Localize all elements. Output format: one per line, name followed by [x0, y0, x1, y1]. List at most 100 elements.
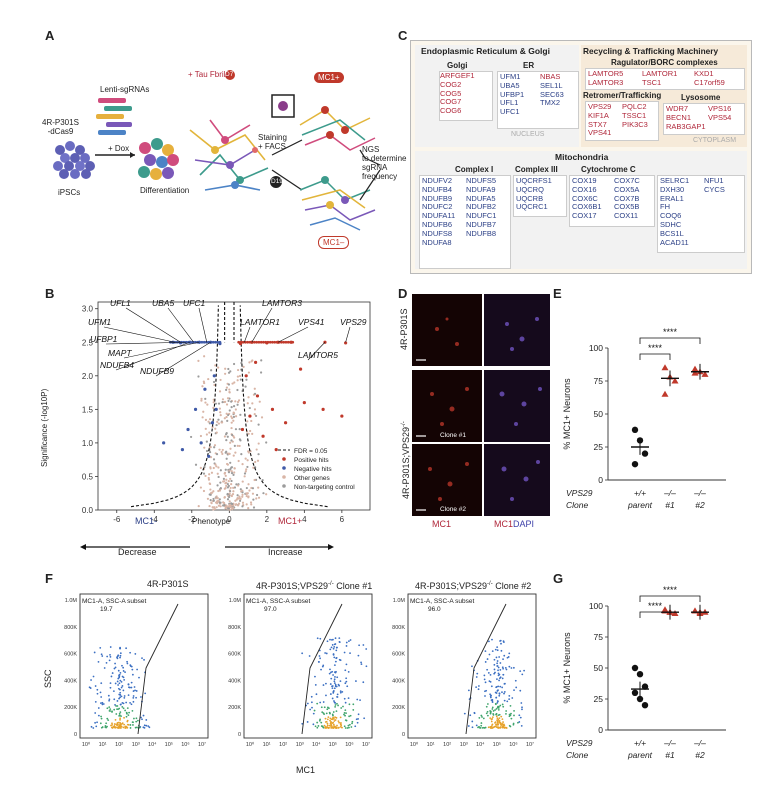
flow-event-point [332, 714, 334, 717]
positive-hit-point [240, 427, 245, 432]
other-gene-point [254, 460, 257, 464]
row-label-clone: Clone [566, 500, 588, 510]
mc1-channel-label: MC1 [432, 519, 452, 529]
neuron-network-illustration [189, 119, 269, 191]
flow-event-point [499, 704, 502, 707]
other-gene-point [257, 496, 261, 499]
flow-event-point [330, 677, 333, 680]
annotation-leader [345, 326, 351, 343]
panel-label-g: G [553, 571, 564, 586]
other-gene-point [232, 486, 235, 490]
other-gene-point [219, 413, 222, 417]
complex3-gene: UQCRFS1 [516, 176, 552, 185]
flow-event-point [349, 652, 351, 655]
y-tick-label: 100 [589, 343, 603, 353]
positive-hit-point [259, 340, 263, 344]
flow-event-point [148, 726, 151, 729]
flow-event-point [496, 721, 499, 724]
negative-hit-point [198, 340, 202, 344]
other-gene-point [205, 440, 208, 443]
other-gene-point [224, 482, 227, 485]
complex3-gene-box: UQCRFS1 UQCRQ UQCRB UQCRC1 [513, 175, 567, 217]
flow-event-point [322, 701, 325, 703]
other-gene-point [229, 486, 232, 490]
other-gene-point [244, 457, 247, 460]
other-gene-point [238, 495, 241, 498]
other-gene-point [233, 467, 236, 470]
negative-hit-point [216, 340, 220, 344]
flow-event-point [499, 640, 501, 642]
complex1-gene: NDUFV2 [422, 176, 453, 185]
other-gene-point [215, 506, 218, 509]
flow-y-tick-label: 200K [64, 705, 77, 711]
other-gene-point [225, 388, 228, 391]
flow-event-point [117, 669, 120, 672]
other-gene-point [232, 473, 235, 476]
flow-x-label: MC1 [296, 765, 316, 775]
other-gene-point [229, 370, 232, 373]
positive-hit-point [302, 401, 306, 405]
flow-event-point [491, 727, 494, 729]
flow-event-point [344, 727, 347, 729]
flow-event-point [309, 708, 312, 711]
retromer-gene: PQLC2 [622, 102, 647, 111]
other-gene-point [225, 478, 228, 481]
flow-event-point [478, 717, 481, 719]
other-gene-point [247, 450, 250, 453]
flow-event-point [499, 721, 502, 724]
negative-hit-point [186, 427, 190, 432]
flow-event-point [502, 723, 505, 726]
x-tick-label: -2 [188, 515, 196, 524]
other-gene-point [227, 367, 230, 371]
other-gene-point [239, 413, 242, 416]
flow-x-tick-label: 10¹ [263, 742, 271, 748]
positive-hit-point [283, 421, 288, 425]
flow-event-point [347, 671, 350, 673]
flow-event-point [123, 716, 125, 719]
flow-event-point [122, 726, 125, 729]
positive-hit-point [273, 340, 277, 344]
other-gene-point [251, 402, 254, 405]
flow-event-point [93, 651, 96, 654]
flow-event-point [324, 717, 327, 720]
other-gene-point [204, 401, 207, 404]
y-tick-label: 2.0 [82, 372, 94, 381]
flow-event-point [492, 710, 495, 712]
other-gene-point [208, 450, 212, 454]
genotype-label: +/+ [634, 738, 646, 748]
flow-event-point [485, 689, 488, 692]
other-gene-point [218, 448, 221, 451]
flow-event-point [480, 722, 483, 724]
mito-gene: SELRC1 [660, 176, 690, 185]
other-gene-point [232, 362, 236, 366]
other-gene-point [255, 493, 259, 497]
other-gene-point [227, 371, 231, 374]
flow-event-point [503, 692, 505, 695]
flow-event-point [138, 676, 140, 679]
mc1-positive-neurons-illustration [271, 94, 376, 151]
other-gene-point [228, 409, 231, 412]
other-gene-point [205, 433, 208, 436]
positive-hit-point [275, 340, 279, 344]
flow-event-point [124, 709, 127, 712]
other-gene-point [230, 439, 233, 442]
flow-event-point [322, 684, 325, 686]
y-tick-label: 0.5 [82, 472, 94, 481]
panel-b: 0.0 0.5 1.0 1.5 2.0 2.5 3.0 -6 -4 -2 0 2 4 6 UFL1 UBA5 U… [40, 292, 395, 562]
flow-event-point [494, 709, 496, 711]
flow-event-point [116, 700, 119, 702]
complex1-gene: NDUFC2 [422, 202, 453, 212]
negative-hit-point [199, 441, 203, 445]
positive-hit-point [264, 340, 268, 344]
flow-event-point [330, 725, 332, 728]
flow-event-point [489, 712, 492, 715]
other-gene-point [208, 422, 211, 425]
flow-event-point [329, 668, 331, 671]
y-tick-label: 25 [594, 694, 604, 704]
flow-event-point [502, 721, 504, 723]
flow-gate-label-2: MC1-A, SSC-A subset [246, 598, 311, 605]
d-row1-label: 4R-P301S [399, 308, 409, 350]
annotation-leader [103, 326, 175, 343]
flow-event-point [330, 726, 333, 729]
flow-event-point [114, 703, 116, 706]
